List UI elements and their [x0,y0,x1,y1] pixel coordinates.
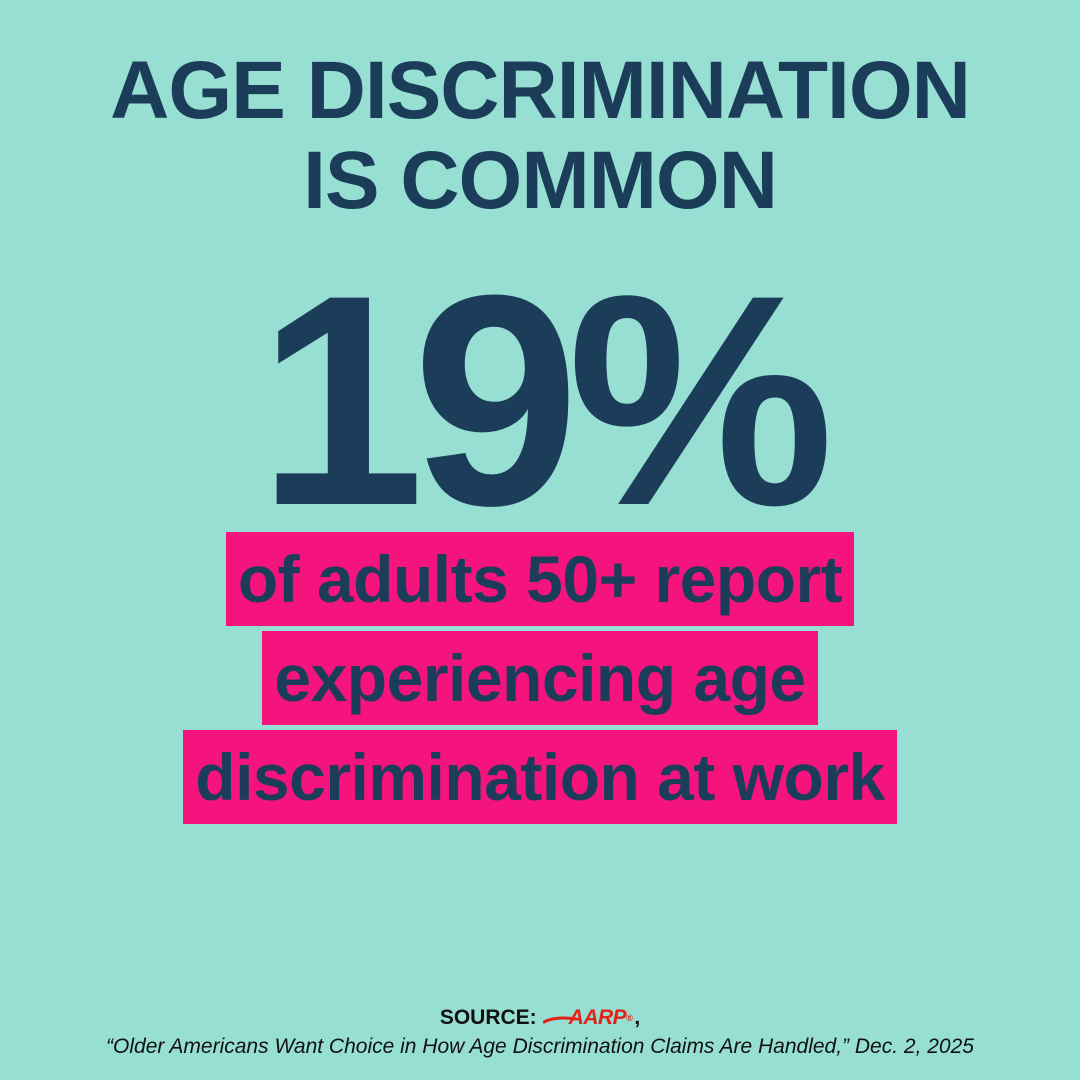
headline-line-2: IS COMMON [303,135,778,226]
statistic-caption: of adults 50+ report experiencing age di… [0,532,1080,829]
caption-text-1: of adults 50+ report [225,532,855,626]
caption-line-3: discrimination at work [0,730,1080,824]
source-citation: “Older Americans Want Choice in How Age … [106,1035,974,1058]
caption-text-3: discrimination at work [183,730,897,824]
aarp-swoosh-icon [542,1016,577,1024]
headline: AGE DISCRIMINATION IS COMMON [0,46,1080,226]
caption-line-2: experiencing age [0,631,1080,725]
source-line: SOURCE: AARP ® , [0,1004,1080,1032]
caption-text-2: experiencing age [262,631,818,725]
headline-line-1: AGE DISCRIMINATION [110,45,971,136]
source-comma: , [634,1006,641,1029]
source-credit: SOURCE: AARP ® , “Older Americans Want C… [0,1004,1080,1062]
aarp-logo: AARP ® [539,1004,633,1032]
statistic-value: 19% [257,232,834,568]
source-label: SOURCE: [439,1006,537,1029]
caption-line-1: of adults 50+ report [0,532,1080,626]
registered-mark: ® [626,1013,633,1023]
aarp-logo-text: AARP [568,1006,627,1029]
